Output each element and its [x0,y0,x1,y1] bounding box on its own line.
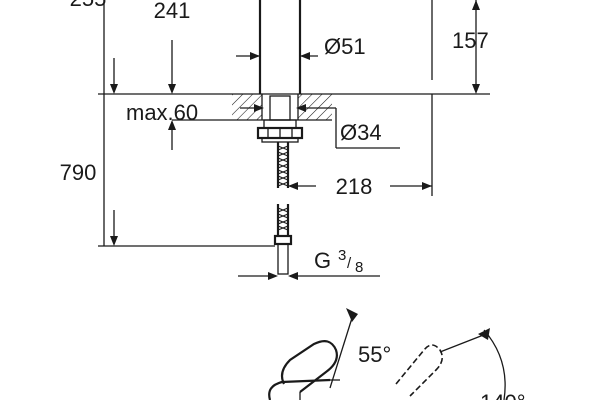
countertop-section [232,93,332,121]
thread-g-label: G [314,248,331,273]
dim-157-line [332,0,490,95]
thread-numerator: 3 [338,247,346,264]
dim-max60-line [168,119,232,150]
dim-51-line [236,52,318,60]
faucet-column [258,0,302,94]
thread-slash: / [347,255,352,272]
dim-34-label: Ø34 [340,120,382,145]
mounting-nut [256,119,304,143]
dim-34-line [240,104,400,149]
thread-denominator: 8 [355,259,363,276]
dim-790-label: 790 [60,160,97,185]
dim-157-label: 157 [452,28,489,53]
dim-241-label: 241 [154,0,191,23]
dim-51-label: Ø51 [324,34,366,59]
angle-140-label: 140° [480,390,526,400]
dim-218-line [288,94,433,196]
dim-790-line [98,0,275,247]
dim-241-line [168,40,176,94]
lever-swing-view [268,308,506,400]
supply-hose [273,142,293,275]
dim-thread-line [238,272,380,280]
dim-max60-label: max.60 [126,100,198,125]
dim-218-label: 218 [336,174,373,199]
dim-top-cut-label: 255 [70,0,107,11]
angle-55-label: 55° [358,342,391,367]
